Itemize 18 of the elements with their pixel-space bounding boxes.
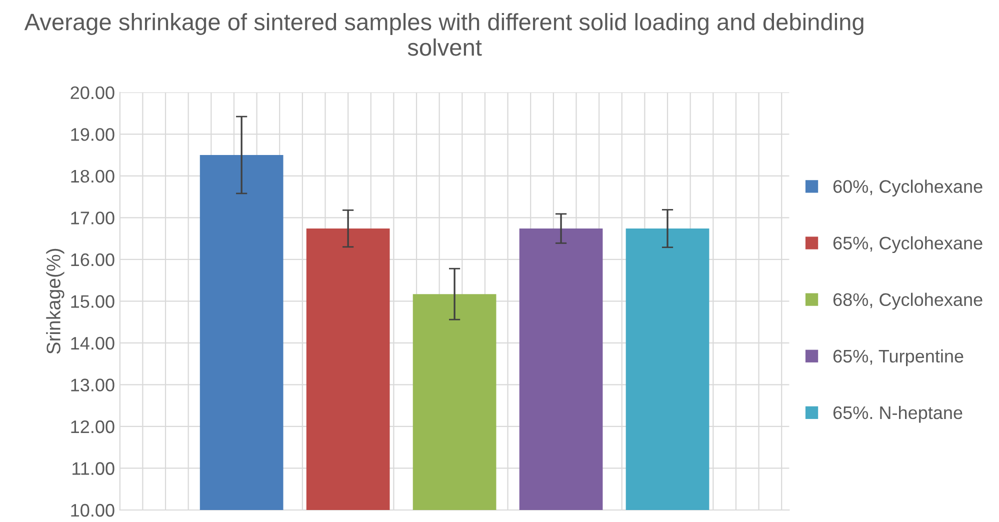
legend-label: 65%. N-heptane — [833, 406, 962, 423]
legend-label: 68%, Cyclohexane — [833, 292, 982, 310]
y-tick-label: 12.00 — [71, 420, 114, 434]
y-tick-label: 11.00 — [72, 462, 114, 475]
legend-label: 60%, Cyclohexane — [833, 180, 982, 197]
y-tick-label: 20.00 — [70, 86, 114, 100]
y-axis-title: Srinkage(%) — [46, 248, 64, 354]
y-tick-label: 17.00 — [71, 212, 114, 224]
chart-title: Average shrinkage of sintered samples with different solid loading and debinding solvent — [24, 13, 864, 56]
y-tick-label: 19.00 — [71, 128, 114, 141]
y-tick-label: 13.00 — [71, 378, 114, 392]
y-tick-label: 15.00 — [71, 295, 114, 308]
y-tick-label: 10.00 — [71, 504, 114, 517]
y-tick-label: 14.00 — [71, 336, 114, 350]
legend-label: 65%, Turpentine — [833, 349, 964, 366]
y-tick-label: 18.00 — [71, 170, 114, 183]
y-tick-label: 16.00 — [71, 253, 114, 266]
legend-label: 65%, Cyclohexane — [833, 236, 982, 254]
